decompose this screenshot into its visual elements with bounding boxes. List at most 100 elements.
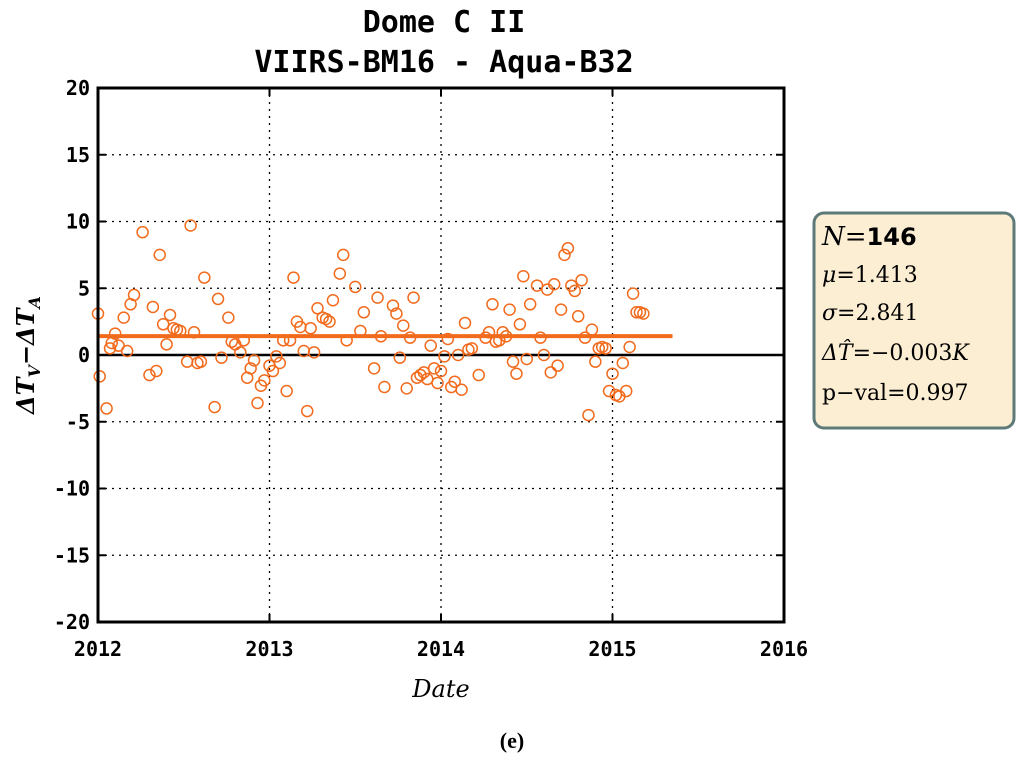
data-point xyxy=(120,344,134,358)
data-point xyxy=(367,362,381,375)
data-point xyxy=(211,292,225,306)
data-point xyxy=(517,269,530,283)
data-point xyxy=(287,271,300,284)
data-point xyxy=(371,291,384,304)
y-tick-labels: -20 -15 -10 -5 0 5 10 15 20 xyxy=(54,76,90,634)
data-point xyxy=(606,367,619,380)
data-point xyxy=(136,225,149,239)
data-point xyxy=(582,408,595,422)
data-point xyxy=(311,302,324,315)
data-point xyxy=(400,382,413,395)
data-point xyxy=(455,383,468,396)
data-point xyxy=(349,280,362,294)
data-point xyxy=(100,402,113,415)
data-point xyxy=(336,248,350,262)
stats-pval-label: p−val xyxy=(822,381,887,406)
data-point xyxy=(424,339,437,352)
data-point xyxy=(304,322,317,335)
tick-marks xyxy=(97,87,785,623)
data-point xyxy=(510,367,523,380)
stats-dt-unit: K xyxy=(951,341,970,366)
data-point xyxy=(266,364,280,378)
svg-text:N=146: N=146 xyxy=(821,222,917,252)
data-point xyxy=(434,364,448,378)
y-tick-label: 0 xyxy=(78,343,90,367)
data-point xyxy=(208,400,221,414)
chart-title-line-1: Dome C II xyxy=(363,5,526,40)
data-point xyxy=(544,366,558,379)
data-point xyxy=(551,359,564,372)
figure-caption: (e) xyxy=(500,728,524,753)
data-point xyxy=(300,404,314,418)
chart-title-line-2: VIIRS-BM16 - Aqua-B32 xyxy=(254,45,633,80)
stats-sigma-label: σ xyxy=(822,301,838,326)
data-point xyxy=(523,298,537,311)
data-point xyxy=(184,219,197,232)
stats-mu-value: 1.413 xyxy=(855,263,918,288)
data-point xyxy=(616,356,630,370)
data-point xyxy=(465,342,479,355)
data-point xyxy=(280,384,293,398)
y-tick-label: -10 xyxy=(54,477,90,501)
svg-text:ΔT̂=−0.003K: ΔT̂=−0.003K xyxy=(821,340,970,366)
stats-n-label: N xyxy=(821,222,846,252)
data-point xyxy=(407,291,420,304)
data-point xyxy=(251,396,264,410)
data-point xyxy=(326,294,340,307)
data-point xyxy=(156,318,170,331)
data-point xyxy=(599,342,612,355)
data-point xyxy=(103,342,117,355)
data-point xyxy=(386,299,400,312)
data-point xyxy=(448,375,461,388)
x-tick-label: 2016 xyxy=(760,637,808,661)
data-point xyxy=(307,346,321,359)
data-point xyxy=(431,376,444,390)
data-point xyxy=(234,346,247,359)
data-point xyxy=(619,384,633,398)
data-point xyxy=(273,356,287,370)
data-point xyxy=(198,271,211,284)
data-point xyxy=(108,327,122,340)
data-point xyxy=(222,311,235,324)
data-point xyxy=(143,368,156,382)
data-point xyxy=(194,355,208,368)
data-point xyxy=(513,318,527,331)
data-point xyxy=(414,368,427,382)
data-point xyxy=(247,354,261,367)
svg-text:σ=2.841: σ=2.841 xyxy=(822,301,918,326)
stats-box-background xyxy=(812,211,1016,430)
data-point xyxy=(561,241,575,255)
data-point xyxy=(441,332,455,346)
y-tick-label: -20 xyxy=(54,610,90,634)
data-point xyxy=(451,348,465,362)
data-point xyxy=(537,348,551,362)
data-point xyxy=(472,368,485,382)
data-point xyxy=(589,355,602,368)
data-point xyxy=(215,351,228,364)
data-point xyxy=(427,362,441,375)
data-point xyxy=(503,303,516,316)
y-tick-label: 20 xyxy=(66,76,90,100)
data-point xyxy=(438,350,451,363)
data-point xyxy=(602,384,616,398)
data-point xyxy=(93,370,106,383)
data-points xyxy=(91,219,650,422)
x-axis-label: Date xyxy=(411,675,469,703)
x-tick-label: 2012 xyxy=(74,637,122,661)
data-point xyxy=(547,277,561,291)
stats-dt-value: −0.003 xyxy=(871,341,952,366)
data-point xyxy=(530,279,544,292)
data-point xyxy=(568,284,582,298)
data-point xyxy=(486,298,499,311)
data-point xyxy=(163,308,177,322)
data-point xyxy=(637,307,650,320)
y-tick-label: -5 xyxy=(66,410,90,434)
data-point xyxy=(554,303,568,316)
data-point xyxy=(623,340,636,354)
stats-pval-value: 0.997 xyxy=(906,381,969,406)
data-point xyxy=(150,364,163,378)
x-tick-labels: 2012 2013 2014 2015 2016 xyxy=(74,637,808,661)
stats-box: N=146 μ=1.413 σ=2.841 ΔT̂=−0.003K p−val=… xyxy=(812,211,1016,430)
data-point xyxy=(270,350,283,363)
data-point xyxy=(160,338,173,351)
